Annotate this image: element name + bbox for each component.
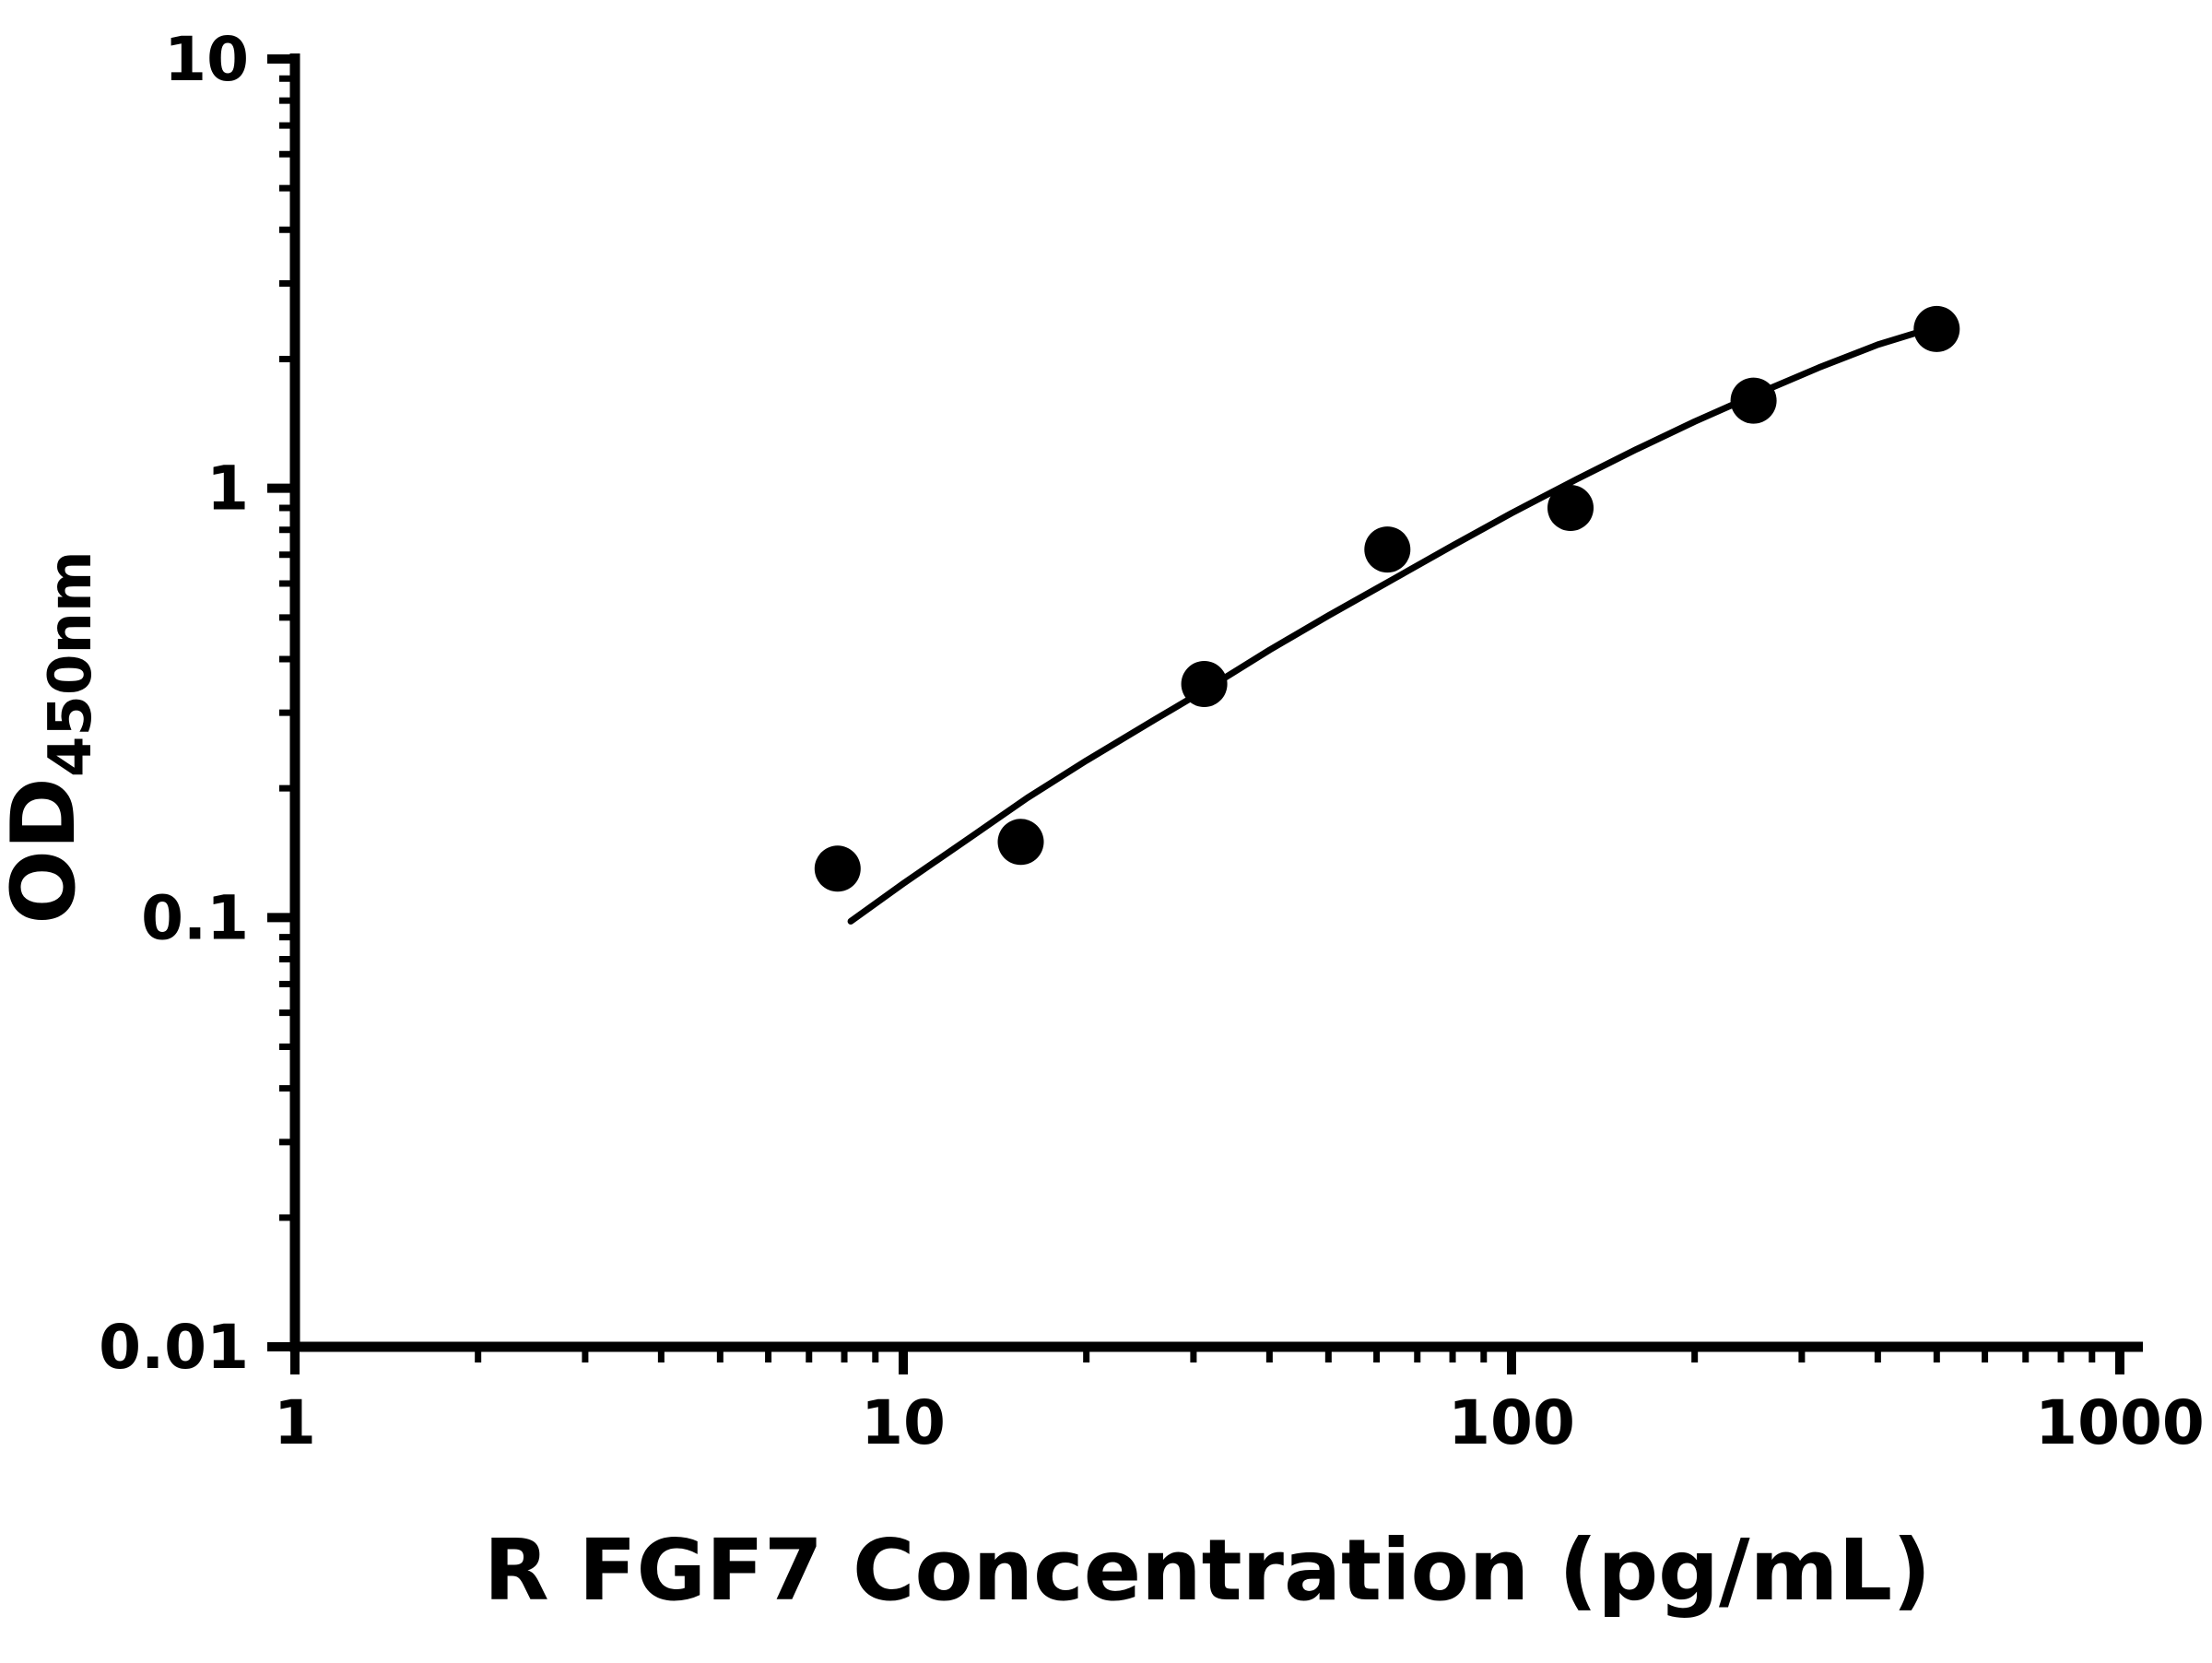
data-point [814, 845, 861, 892]
data-point [1730, 377, 1777, 424]
data-point [1547, 485, 1594, 531]
x-axis-tick-label: 10 [861, 1387, 946, 1458]
data-point [997, 819, 1044, 866]
x-axis-title: R FGF7 Concentration (pg/mL) [484, 1521, 1931, 1620]
data-point [1181, 661, 1228, 707]
axis-ticks [267, 54, 2124, 1374]
data-points-layer [814, 305, 1960, 892]
x-axis-tick-label: 100 [1448, 1387, 1575, 1458]
y-axis-tick-label: 0.01 [99, 1312, 249, 1383]
x-axis-tick-label: 1 [274, 1387, 316, 1458]
y-axis-tick-label: 10 [164, 24, 249, 95]
data-point [1364, 526, 1411, 573]
y-axis-tick-label: 0.1 [141, 882, 249, 953]
y-axis-tick-label: 1 [206, 454, 249, 525]
y-axis-title-subscript: 450nm [37, 550, 105, 777]
y-axis-title: OD450nm [0, 550, 105, 924]
data-point [1913, 305, 1960, 352]
y-axis-title-main: OD [0, 777, 95, 925]
x-axis-tick-label: 1000 [2035, 1387, 2205, 1458]
axes [289, 53, 2143, 1352]
axis-tick-labels: 1 10 100 1000 0.01 0.1 1 10 [99, 24, 2205, 1458]
